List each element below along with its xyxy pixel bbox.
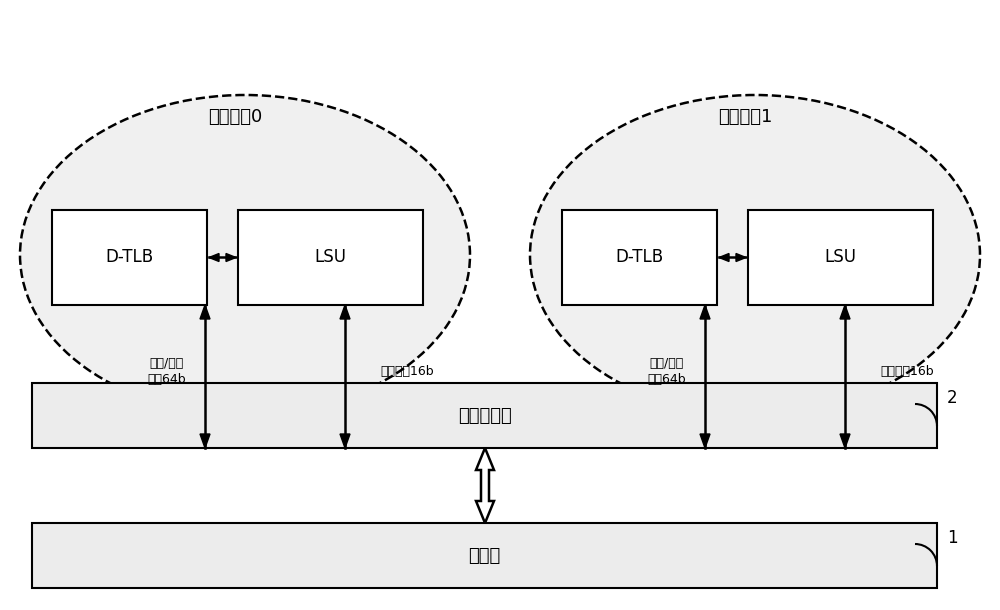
FancyArrow shape bbox=[700, 305, 710, 319]
Text: LSU: LSU bbox=[314, 248, 347, 267]
Text: 控制通路16b: 控制通路16b bbox=[880, 365, 934, 378]
Text: 2: 2 bbox=[947, 389, 957, 407]
FancyArrow shape bbox=[840, 305, 850, 319]
Bar bbox=[32, 523, 937, 588]
FancyArrow shape bbox=[719, 254, 729, 262]
Text: 存储体: 存储体 bbox=[468, 547, 501, 564]
FancyArrow shape bbox=[200, 434, 210, 448]
FancyArrow shape bbox=[736, 254, 746, 262]
Text: LSU: LSU bbox=[825, 248, 857, 267]
FancyArrow shape bbox=[200, 305, 210, 319]
Text: 访问控制器: 访问控制器 bbox=[458, 406, 511, 425]
Ellipse shape bbox=[530, 95, 980, 415]
Polygon shape bbox=[476, 448, 494, 523]
Bar bbox=[748, 210, 933, 305]
FancyArrow shape bbox=[840, 434, 850, 448]
Text: 处理器核0: 处理器核0 bbox=[208, 108, 262, 126]
FancyArrow shape bbox=[700, 434, 710, 448]
Text: 处理器核1: 处理器核1 bbox=[718, 108, 772, 126]
FancyArrow shape bbox=[340, 305, 350, 319]
Bar bbox=[562, 210, 717, 305]
Text: D-TLB: D-TLB bbox=[615, 248, 664, 267]
Text: 地址/数据
通路64b: 地址/数据 通路64b bbox=[148, 357, 186, 386]
Bar bbox=[32, 383, 937, 448]
FancyArrow shape bbox=[340, 434, 350, 448]
Text: 地址/数据
通路64b: 地址/数据 通路64b bbox=[648, 357, 686, 386]
Text: 控制通路16b: 控制通路16b bbox=[380, 365, 434, 378]
FancyArrow shape bbox=[209, 254, 219, 262]
Text: D-TLB: D-TLB bbox=[105, 248, 154, 267]
Bar bbox=[52, 210, 207, 305]
Bar bbox=[238, 210, 423, 305]
Text: 1: 1 bbox=[947, 529, 957, 547]
FancyArrow shape bbox=[226, 254, 236, 262]
Ellipse shape bbox=[20, 95, 470, 415]
